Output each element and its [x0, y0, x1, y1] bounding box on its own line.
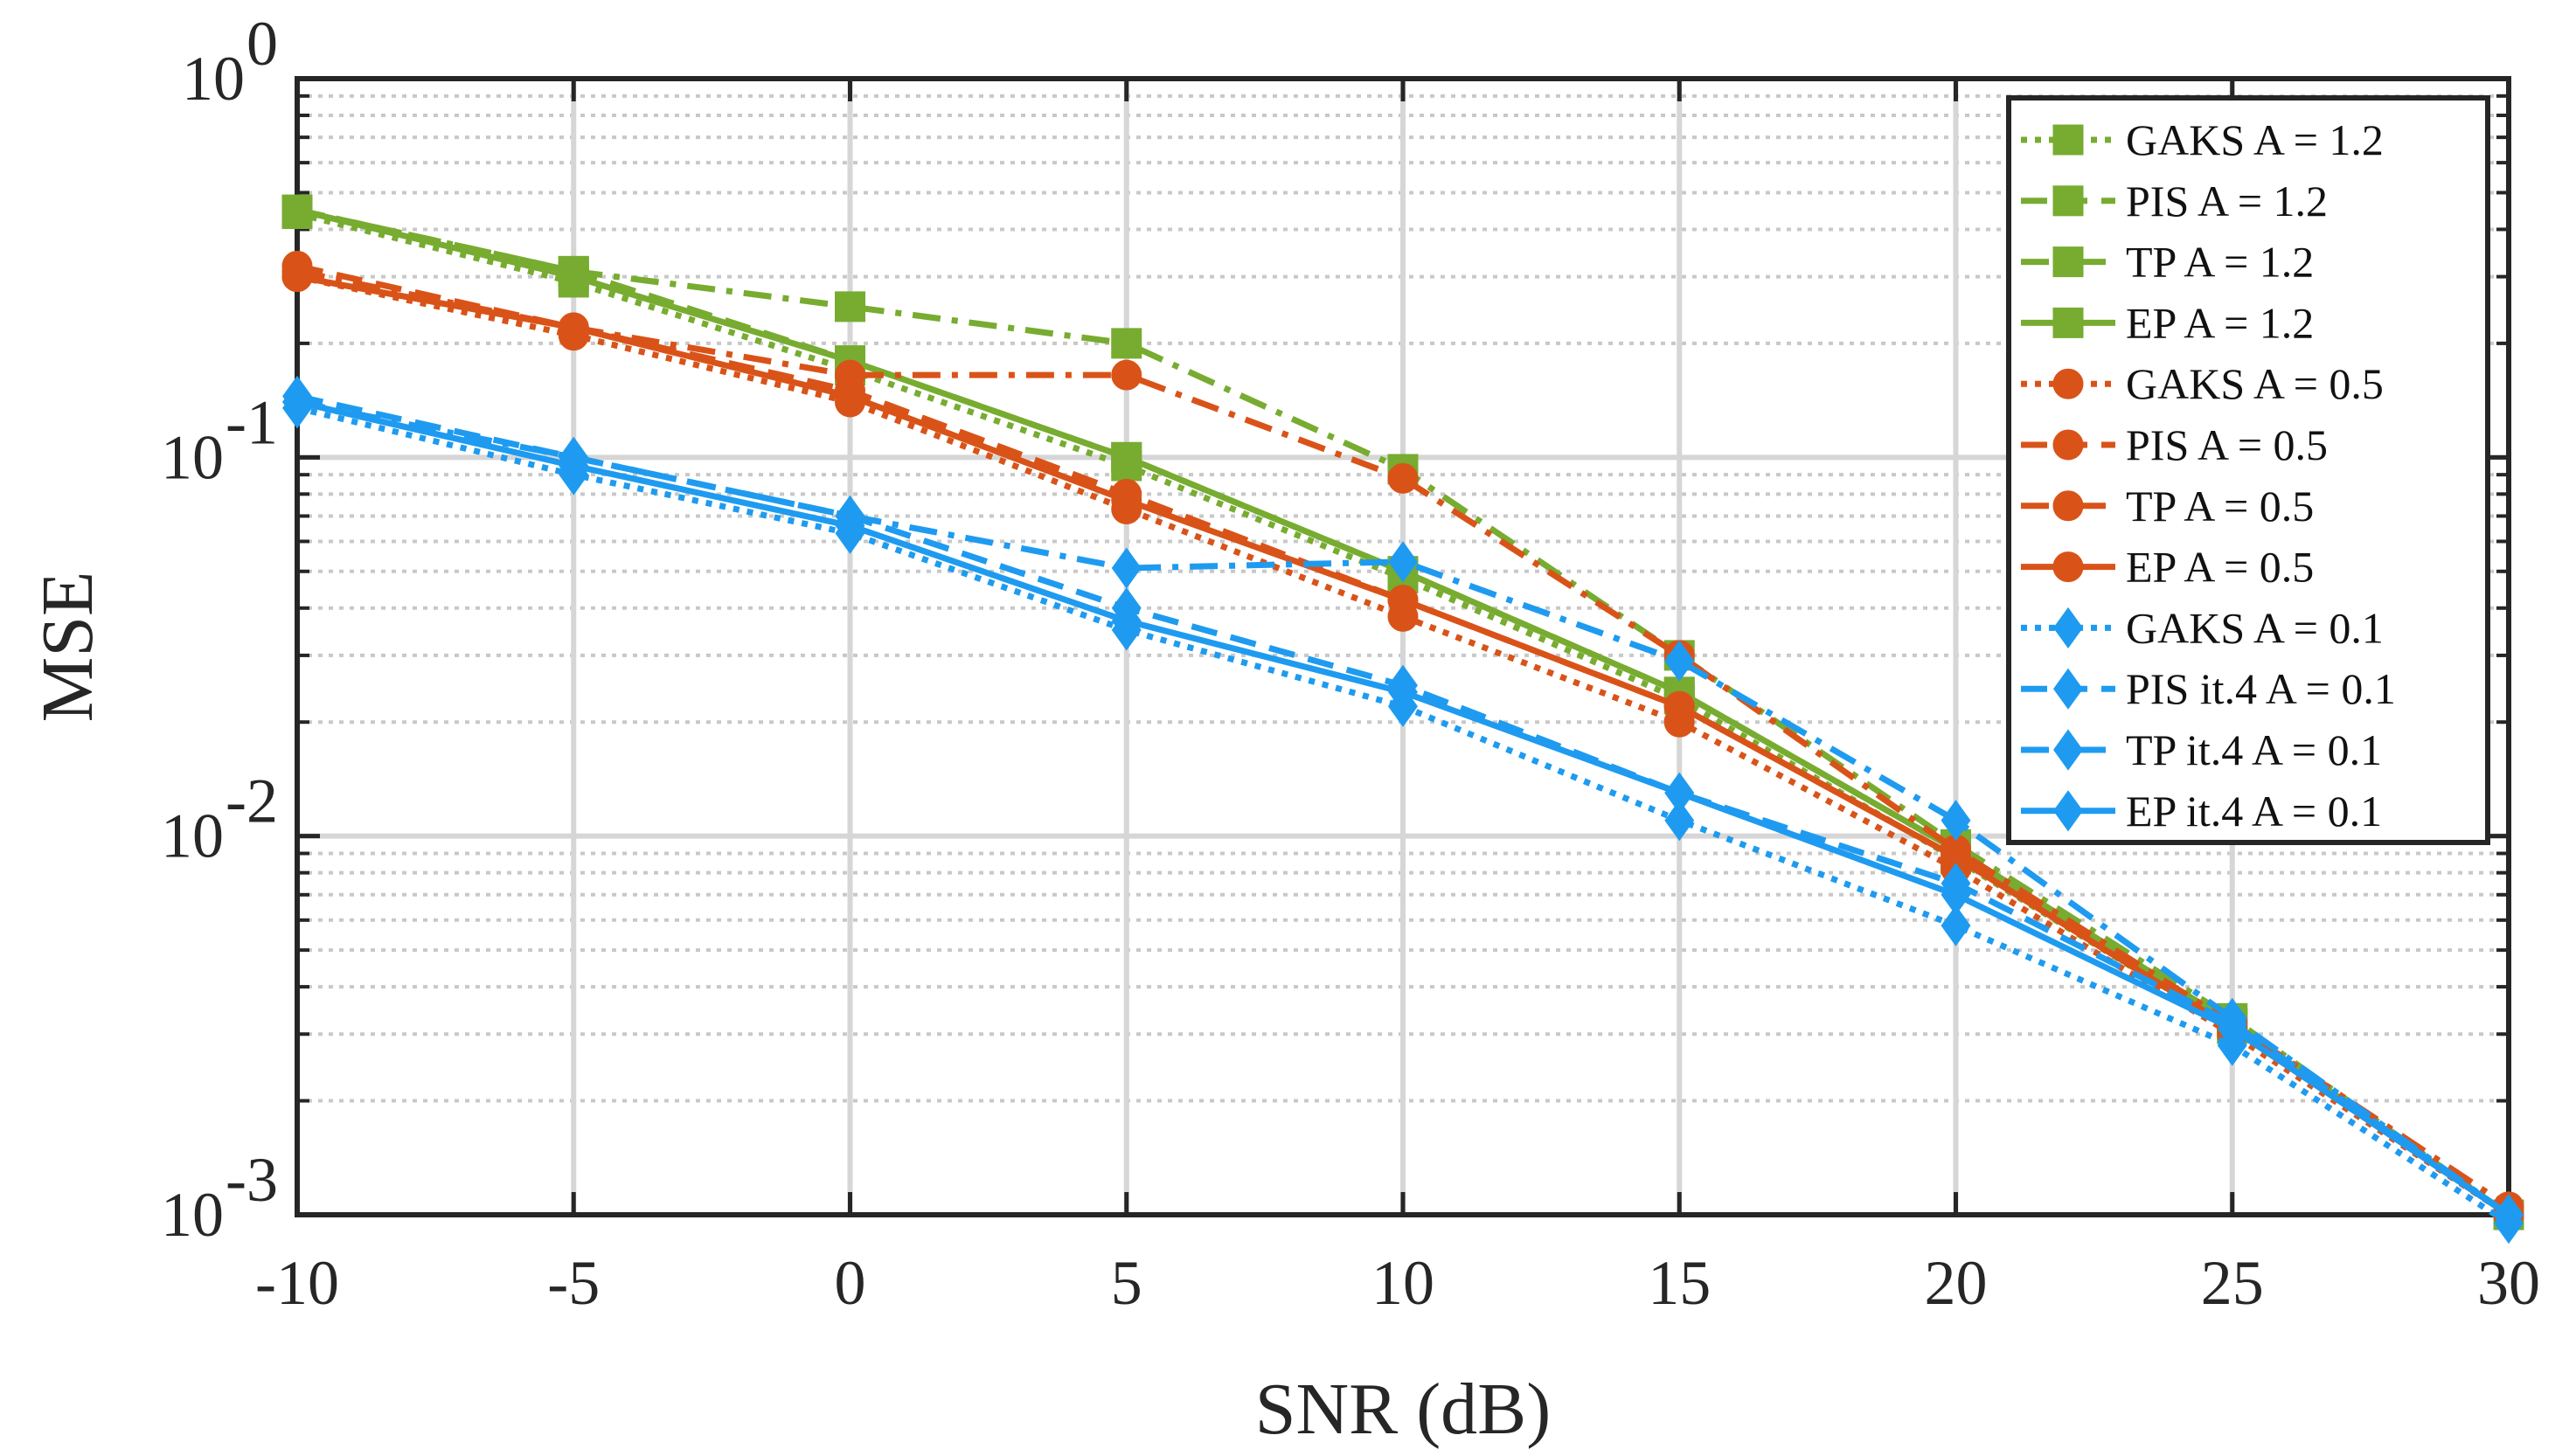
x-tick-label: 0 — [835, 1248, 866, 1318]
legend-entry: PIS A = 1.2 — [2021, 177, 2328, 225]
data-point — [1111, 441, 1142, 473]
legend-entry: TP it.4 A = 0.1 — [2021, 725, 2382, 774]
x-tick-label: 25 — [2201, 1248, 2264, 1318]
data-point — [1111, 328, 1142, 359]
legend-marker — [2052, 124, 2084, 156]
legend-label: PIS A = 1.2 — [2126, 177, 2328, 225]
legend: GAKS A = 1.2 PIS A = 1.2 TP A = 1.2 EP A = … — [2006, 95, 2490, 845]
data-point — [1664, 640, 1695, 682]
legend-marker — [2053, 790, 2083, 832]
legend-entry: PIS it.4 A = 0.1 — [2021, 664, 2396, 713]
series-line — [296, 206, 2510, 1217]
legend-entry: PIS A = 0.5 — [2021, 420, 2328, 469]
x-axis-title: SNR (dB) — [1255, 1369, 1551, 1450]
legend-entry: EP A = 1.2 — [2021, 298, 2314, 347]
x-tick-label: 20 — [1925, 1248, 1988, 1318]
legend-marker — [2053, 668, 2083, 710]
legend-marker — [2052, 246, 2084, 278]
legend-entry: EP it.4 A = 0.1 — [2021, 787, 2382, 835]
legend-label: EP A = 1.2 — [2126, 298, 2314, 347]
y-tick-exponent: -3 — [226, 1145, 278, 1215]
data-point — [835, 504, 865, 547]
x-tick-label: 30 — [2477, 1248, 2540, 1318]
data-point — [1111, 547, 1142, 589]
data-point — [1941, 874, 1971, 916]
data-point — [1387, 585, 1419, 616]
legend-label: PIS it.4 A = 0.1 — [2126, 664, 2396, 713]
data-point — [1111, 359, 1142, 391]
legend-label: TP A = 1.2 — [2126, 238, 2314, 287]
legend-marker — [2052, 551, 2084, 583]
legend-entry: TP A = 1.2 — [2021, 238, 2314, 287]
series-line — [296, 405, 2510, 1226]
legend-marker — [2052, 490, 2084, 522]
x-tick-label: 15 — [1648, 1248, 1711, 1318]
data-point — [1663, 690, 1695, 722]
legend-marker — [2052, 368, 2084, 399]
y-tick-exponent: -2 — [226, 766, 278, 836]
data-point — [1388, 671, 1418, 713]
legend-label: GAKS A = 1.2 — [2126, 115, 2384, 164]
legend-box — [2006, 95, 2490, 845]
legend-entry: EP A = 0.5 — [2021, 543, 2314, 592]
legend-label: EP A = 0.5 — [2126, 543, 2314, 592]
y-tick-base: 10 — [182, 44, 245, 114]
legend-entry: TP A = 0.5 — [2021, 482, 2314, 530]
y-tick-base: 10 — [161, 422, 224, 492]
data-point — [1111, 600, 1142, 642]
legend-entry: GAKS A = 1.2 — [2021, 115, 2384, 164]
legend-label: PIS A = 0.5 — [2126, 420, 2328, 469]
series-12 — [282, 381, 2524, 1236]
data-point — [1387, 462, 1419, 494]
legend-marker — [2053, 729, 2083, 771]
legend-marker — [2052, 185, 2084, 217]
x-tick-label: 10 — [1371, 1248, 1434, 1318]
data-point — [1111, 485, 1142, 517]
axis-ticks — [295, 76, 2511, 1217]
legend-label: GAKS A = 0.1 — [2126, 603, 2384, 652]
data-point — [1664, 800, 1695, 842]
data-point — [1941, 905, 1971, 946]
legend-entry: GAKS A = 0.1 — [2021, 603, 2384, 652]
legend-marker — [2053, 607, 2083, 648]
y-axis-title: MSE — [27, 572, 108, 723]
data-point — [835, 291, 865, 322]
data-point — [1388, 541, 1418, 583]
x-tick-label: 5 — [1111, 1248, 1142, 1318]
x-tick-labels: -10 -5 0 5 10 15 20 25 30 — [255, 1248, 2540, 1318]
y-tick-base: 10 — [161, 801, 224, 871]
data-point — [1664, 772, 1695, 814]
legend-label: GAKS A = 0.5 — [2126, 359, 2384, 408]
data-point — [1941, 800, 1971, 842]
legend-label: TP A = 0.5 — [2126, 482, 2314, 530]
legend-label: TP it.4 A = 0.1 — [2126, 725, 2382, 774]
x-tick-label: -10 — [255, 1248, 339, 1318]
data-point — [282, 381, 312, 423]
y-tick-base: 10 — [161, 1180, 224, 1250]
data-point — [281, 261, 313, 293]
y-tick-exponent: 0 — [246, 9, 278, 79]
y-tick-exponent: -1 — [226, 387, 278, 457]
legend-entry: GAKS A = 0.5 — [2021, 359, 2384, 408]
data-point — [835, 380, 865, 412]
legend-marker — [2052, 429, 2084, 461]
y-tick-labels: 010-110-210-310 — [161, 9, 278, 1250]
data-point — [559, 445, 589, 487]
data-point — [558, 261, 589, 293]
legend-marker — [2052, 307, 2084, 338]
legend-label: EP it.4 A = 0.1 — [2126, 787, 2382, 835]
x-tick-label: -5 — [547, 1248, 600, 1318]
series-group — [281, 194, 2524, 1245]
data-point — [281, 194, 313, 225]
data-point — [2217, 1008, 2247, 1050]
data-point — [558, 312, 589, 343]
data-point — [2494, 1194, 2524, 1236]
